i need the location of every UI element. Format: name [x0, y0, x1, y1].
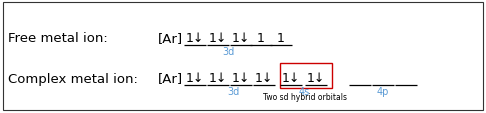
Text: 4p: 4p: [377, 86, 389, 96]
Text: 3d: 3d: [227, 86, 239, 96]
Text: 1↓: 1↓: [186, 32, 204, 45]
Text: Complex metal ion:: Complex metal ion:: [8, 72, 138, 85]
Text: 1↓: 1↓: [307, 72, 325, 85]
Text: 1: 1: [277, 32, 285, 45]
Text: [Ar]: [Ar]: [158, 72, 183, 85]
Bar: [280, 63, 332, 88]
Text: 4s: 4s: [298, 86, 310, 96]
Text: Free metal ion:: Free metal ion:: [8, 32, 108, 45]
Text: 1↓: 1↓: [232, 72, 250, 85]
Text: 1↓: 1↓: [186, 72, 204, 85]
Text: [Ar]: [Ar]: [158, 32, 183, 45]
Text: Two sd hybrid orbitals: Two sd hybrid orbitals: [263, 93, 347, 102]
Text: 1↓: 1↓: [209, 32, 227, 45]
Text: 1↓: 1↓: [232, 32, 250, 45]
Text: 1↓: 1↓: [282, 72, 300, 85]
Text: 3d: 3d: [222, 47, 234, 56]
Text: 1↓: 1↓: [255, 72, 273, 85]
Text: 1: 1: [257, 32, 265, 45]
Text: 1↓: 1↓: [209, 72, 227, 85]
